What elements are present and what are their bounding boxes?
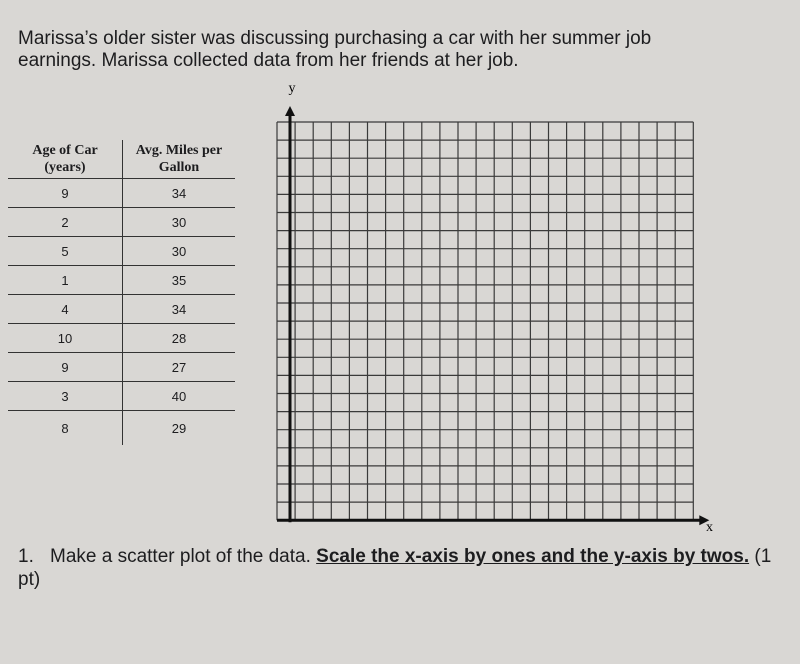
table-row: 5 30: [8, 236, 235, 266]
intro: Marissa’s older sister was discussing pu…: [18, 28, 778, 72]
table-row: 9 34: [8, 178, 235, 208]
table-cell: 5: [8, 236, 123, 266]
table-cell: 9: [8, 352, 123, 382]
table-row: 9 27: [8, 352, 235, 382]
data-table: Age of Car (years) Avg. Miles per Gallon…: [8, 140, 235, 445]
intro-line: earnings. Marissa collected data from he…: [18, 50, 519, 71]
table-cell: 2: [8, 207, 123, 237]
table-cell: 10: [8, 323, 123, 353]
table-cell: 29: [171, 420, 187, 436]
y-axis-arrow: [285, 106, 295, 116]
question: 1. Make a scatter plot of the data. Scale…: [18, 545, 793, 591]
question-points: (1 pt): [18, 546, 772, 590]
table-cell: 4: [8, 294, 123, 324]
table-row: 8 29: [8, 410, 235, 445]
table-header: Avg. Miles per Gallon: [122, 140, 235, 179]
y-axis-label: y: [289, 81, 296, 96]
table-cell: 30: [122, 207, 235, 237]
table-header: Age of Car (years): [8, 140, 123, 179]
table-cell: 40: [122, 381, 235, 411]
table-row: 2 30: [8, 207, 235, 237]
question-emphasis: Scale the x-axis by ones and the y-axis …: [316, 546, 750, 567]
table-cell: 27: [122, 352, 235, 382]
table-cell: 28: [122, 323, 235, 353]
table-row: 10 28: [8, 323, 235, 353]
table-cell: 30: [122, 236, 235, 266]
table-cell: 9: [8, 178, 123, 208]
table-row: 1 35: [8, 265, 235, 295]
table-cell: 34: [122, 178, 235, 208]
table-cell: 35: [122, 265, 235, 295]
table-cell: 8: [8, 410, 123, 445]
table-cell: 3: [8, 381, 123, 411]
x-axis-label: x: [706, 520, 713, 535]
question-text: Make a scatter plot of the data.: [50, 546, 311, 567]
table-row: 4 34: [8, 294, 235, 324]
table-cell: 1: [8, 265, 123, 295]
question-number: 1.: [18, 546, 34, 567]
x-axis-arrow: [699, 515, 710, 526]
table-cell: 34: [122, 294, 235, 324]
table-row: 3 40: [8, 381, 235, 411]
intro-line: Marissa’s older sister was discussing pu…: [18, 28, 652, 49]
